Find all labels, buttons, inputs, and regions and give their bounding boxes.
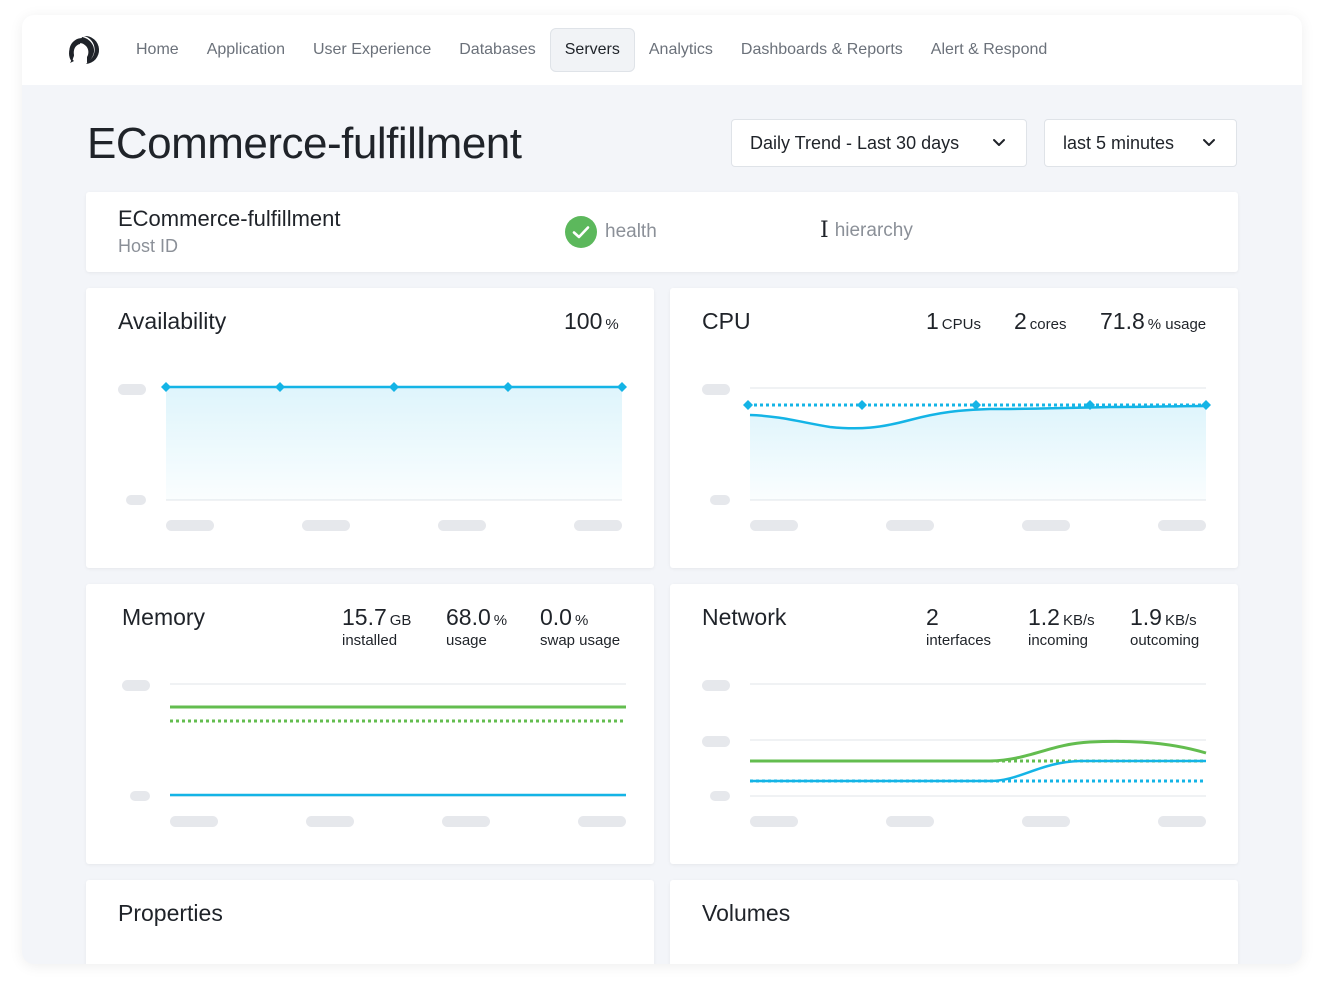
- nav-item-user-experience[interactable]: User Experience: [312, 41, 432, 58]
- time-range-dropdown-label: last 5 minutes: [1063, 132, 1175, 153]
- nav-item-dashboards-reports[interactable]: Dashboards & Reports: [740, 41, 903, 58]
- top-navigation: Home Application User Experience Databas…: [22, 15, 1302, 85]
- network-card[interactable]: Network 2 interfaces 1.2 KB/s incoming 1.…: [670, 584, 1238, 864]
- cpu-title: CPU: [702, 308, 751, 334]
- nav-item-analytics[interactable]: Analytics: [648, 41, 713, 58]
- host-summary-card: ECommerce-fulfillment Host ID health I h…: [86, 192, 1238, 272]
- network-incoming-unit: KB/s: [1062, 612, 1095, 629]
- memory-usage-caption: usage: [446, 632, 487, 649]
- trend-dropdown-label: Daily Trend - Last 30 days: [750, 132, 960, 153]
- y-axis-placeholder: [702, 736, 730, 747]
- memory-installed-value: 15.7: [342, 604, 387, 630]
- check-circle-icon: [565, 216, 597, 248]
- memory-swap-value: 0.0: [540, 604, 572, 630]
- app-window: Home Application User Experience Databas…: [22, 15, 1302, 964]
- network-chart: [702, 680, 1207, 827]
- volumes-card[interactable]: Volumes: [670, 880, 1238, 964]
- cpu-card[interactable]: CPU 1 CPUs 2 cores 71.8% usage: [670, 288, 1238, 568]
- time-range-dropdown[interactable]: last 5 minutes: [1044, 119, 1237, 167]
- cpu-cores-value: 2: [1014, 308, 1027, 334]
- memory-usage-stat: 68.0% usage: [446, 604, 507, 649]
- memory-chart: [122, 680, 626, 827]
- cpu-count-value: 1: [926, 308, 939, 334]
- y-axis-placeholder: [710, 791, 730, 801]
- cpu-cores-stat: 2 cores: [1014, 308, 1066, 335]
- memory-installed-stat: 15.7 GB installed: [342, 604, 411, 649]
- host-name: ECommerce-fulfillment: [118, 206, 341, 231]
- trend-dropdown[interactable]: Daily Trend - Last 30 days: [731, 119, 1027, 167]
- memory-swap-stat: 0.0% swap usage: [540, 604, 620, 649]
- hierarchy-link[interactable]: I hierarchy: [820, 218, 913, 243]
- host-id-label: Host ID: [118, 236, 179, 256]
- network-outgoing-caption: outcoming: [1130, 632, 1200, 649]
- network-outgoing-value: 1.9: [1130, 604, 1162, 630]
- availability-chart: [118, 382, 627, 531]
- health-status[interactable]: health: [565, 216, 657, 248]
- availability-card[interactable]: Availability 100%: [86, 288, 654, 568]
- memory-usage-unit: %: [493, 612, 508, 629]
- availability-stat: 100%: [564, 308, 619, 335]
- network-incoming-caption: incoming: [1028, 632, 1089, 649]
- availability-unit: %: [605, 316, 619, 333]
- network-incoming-stat: 1.2 KB/s incoming: [1028, 604, 1095, 649]
- y-axis-placeholder: [710, 495, 730, 505]
- chevron-down-icon: [993, 139, 1005, 146]
- memory-swap-caption: swap usage: [540, 632, 621, 649]
- cpu-usage-unit: % usage: [1147, 316, 1207, 333]
- y-axis-placeholder: [126, 495, 146, 505]
- network-interfaces-caption: interfaces: [926, 632, 992, 649]
- network-outgoing-unit: KB/s: [1164, 612, 1197, 629]
- memory-installed-unit: GB: [389, 612, 412, 629]
- health-label: health: [605, 221, 657, 242]
- memory-swap-unit: %: [574, 612, 589, 629]
- cpu-count-stat: 1 CPUs: [926, 308, 981, 335]
- hierarchy-label: hierarchy: [834, 219, 913, 241]
- y-axis-placeholder: [130, 791, 150, 801]
- page-title: ECommerce-fulfillment: [87, 119, 522, 168]
- network-incoming-value: 1.2: [1028, 604, 1060, 630]
- y-axis-placeholder: [702, 680, 730, 691]
- chevron-down-icon: [1203, 139, 1215, 146]
- app-logo[interactable]: [62, 30, 102, 70]
- volumes-title: Volumes: [702, 900, 791, 926]
- availability-value: 100: [564, 308, 603, 334]
- network-title: Network: [702, 604, 787, 630]
- network-interfaces-stat: 2 interfaces: [926, 604, 991, 649]
- nav-item-databases[interactable]: Databases: [459, 41, 536, 58]
- memory-installed-caption: installed: [342, 632, 398, 649]
- network-interfaces-value: 2: [926, 604, 939, 630]
- nav-item-home[interactable]: Home: [136, 41, 179, 58]
- y-axis-placeholder: [702, 384, 730, 395]
- nav-item-application[interactable]: Application: [206, 41, 285, 58]
- cpu-count-unit: CPUs: [941, 316, 981, 333]
- cpu-chart: [702, 384, 1211, 531]
- memory-title: Memory: [122, 604, 206, 630]
- i-beam-icon: I: [820, 218, 829, 243]
- properties-card[interactable]: Properties: [86, 880, 654, 964]
- cpu-cores-unit: cores: [1029, 316, 1067, 333]
- nav-item-alert-respond[interactable]: Alert & Respond: [930, 41, 1048, 58]
- cpu-usage-value: 71.8: [1100, 308, 1145, 334]
- availability-title: Availability: [118, 308, 227, 334]
- memory-usage-value: 68.0: [446, 604, 491, 630]
- network-outgoing-stat: 1.9 KB/s outcoming: [1130, 604, 1199, 649]
- nav-menu: Home Application User Experience Databas…: [122, 28, 1061, 72]
- properties-title: Properties: [118, 900, 223, 926]
- cpu-usage-stat: 71.8% usage: [1100, 308, 1206, 335]
- y-axis-placeholder: [122, 680, 150, 691]
- memory-card[interactable]: Memory 15.7 GB installed 68.0% usage 0.0%…: [86, 584, 654, 864]
- nav-item-servers[interactable]: Servers: [549, 28, 635, 72]
- y-axis-placeholder: [118, 384, 146, 395]
